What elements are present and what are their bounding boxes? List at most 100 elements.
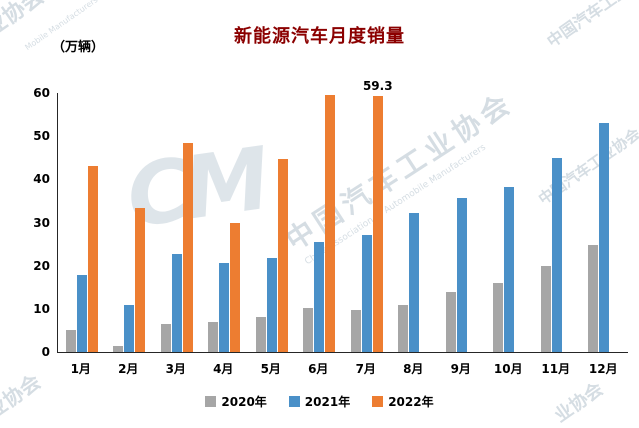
x-axis-label: 2月 (118, 362, 139, 376)
bar-slot (135, 93, 146, 352)
bar-slot (325, 93, 336, 352)
bar-slot (160, 93, 171, 352)
y-axis: 0 10 20 30 40 50 60 (18, 86, 52, 359)
bar-slot (515, 93, 525, 352)
bar-group (153, 93, 201, 352)
legend: 2020年 2021年 2022年 (0, 393, 639, 410)
x-axis-label: 11月 (541, 362, 571, 376)
bar-slot (87, 93, 98, 352)
legend-label: 2020年 (221, 395, 267, 409)
bar-2021年-4月 (219, 263, 230, 352)
bar-slot (398, 93, 409, 352)
bar-2020年-3月 (160, 323, 171, 352)
y-tick-label: 10 (33, 301, 50, 316)
x-axis-label: 5月 (260, 362, 281, 376)
bar-2021年-8月 (409, 213, 420, 352)
bar-2020年-8月 (398, 304, 409, 352)
bar-2022年-1月 (87, 165, 98, 352)
bar-slot (230, 93, 241, 352)
bar-slot (219, 93, 230, 352)
bar-group (58, 93, 106, 352)
bar-2022年-7月 (372, 96, 383, 352)
bar-group (581, 93, 629, 352)
bar-group (533, 93, 581, 352)
chart-title: 新能源汽车月度销量 (234, 26, 405, 47)
bar-slot (171, 93, 182, 352)
bar-2020年-12月 (588, 244, 599, 352)
x-axis-label: 12月 (588, 362, 618, 376)
bar-2021年-11月 (551, 157, 562, 352)
bar-2020年-9月 (445, 292, 456, 352)
bar-slot (456, 93, 467, 352)
bar-2020年-2月 (113, 345, 124, 352)
x-axis-label: 6月 (308, 362, 329, 376)
data-label: 59.3 (362, 79, 393, 94)
bar-2022年-3月 (182, 143, 193, 352)
bar-slot (65, 93, 76, 352)
legend-item-2022年: 2022年 (372, 393, 434, 410)
bar-2021年-9月 (456, 197, 467, 352)
bar-2021年-1月 (76, 274, 87, 352)
bar-slot (208, 93, 219, 352)
x-axis-label: 4月 (213, 362, 234, 376)
y-axis-unit-label: （万辆） (52, 40, 105, 55)
bar-2021年-3月 (171, 254, 182, 352)
x-axis-label: 1月 (70, 362, 91, 376)
legend-label: 2022年 (388, 395, 434, 409)
bar-slot (113, 93, 124, 352)
y-tick-label: 20 (33, 258, 50, 273)
bar-group (248, 93, 296, 352)
bar-group (438, 93, 486, 352)
bar-slot (361, 93, 372, 352)
legend-swatch (288, 396, 300, 407)
bar-slot (303, 93, 314, 352)
bar-2021年-7月 (361, 235, 372, 352)
bar-2020年-1月 (65, 330, 76, 352)
bar-group (391, 93, 439, 352)
bar-2021年-2月 (124, 304, 135, 352)
x-axis-label: 8月 (403, 362, 424, 376)
bar-2022年-6月 (325, 94, 336, 352)
legend-item-2021年: 2021年 (288, 393, 351, 410)
y-tick-label: 40 (33, 172, 50, 187)
plot-area: 59.3 (57, 79, 629, 353)
bar-2020年-6月 (303, 307, 314, 352)
bar-2020年-4月 (208, 321, 219, 352)
bar-slot: 59.3 (363, 79, 393, 352)
bar-slot (277, 93, 288, 352)
bar-slot (504, 93, 515, 352)
y-tick-label: 60 (33, 86, 50, 100)
bar-slot (76, 93, 87, 352)
bars-container: 59.3 (58, 79, 629, 352)
y-tick-label: 30 (33, 215, 50, 230)
y-tick-label: 50 (33, 129, 50, 144)
bar-slot (314, 93, 325, 352)
legend-label: 2021年 (304, 395, 351, 409)
bar-slot (445, 93, 456, 352)
x-axis-label: 10月 (493, 362, 523, 376)
legend-item-2020年: 2020年 (205, 393, 267, 410)
bar-2020年-10月 (493, 282, 504, 352)
bar-slot (551, 93, 562, 352)
bar-group (486, 93, 534, 352)
bar-slot (588, 93, 599, 352)
bar-slot (350, 93, 361, 352)
bar-2020年-5月 (255, 317, 266, 352)
bar-2021年-6月 (314, 241, 325, 352)
bar-slot (409, 93, 420, 352)
x-axis-label: 9月 (450, 362, 471, 376)
legend-swatch (372, 396, 384, 407)
bar-2022年-5月 (277, 159, 288, 352)
bar-slot (599, 93, 610, 352)
x-axis-label: 3月 (165, 362, 186, 376)
bar-slot (610, 93, 620, 352)
bar-slot (563, 93, 573, 352)
x-axis: 1月 2月 3月 4月 5月 6月 7月 8月 9月 10月 11月 12月 (57, 360, 627, 377)
bar-2020年-11月 (540, 265, 551, 352)
bar-slot (255, 93, 266, 352)
bar-slot (493, 93, 504, 352)
bar-slot (420, 93, 430, 352)
bar-slot (124, 93, 135, 352)
bar-slot (540, 93, 551, 352)
y-tick-label: 0 (41, 345, 50, 359)
